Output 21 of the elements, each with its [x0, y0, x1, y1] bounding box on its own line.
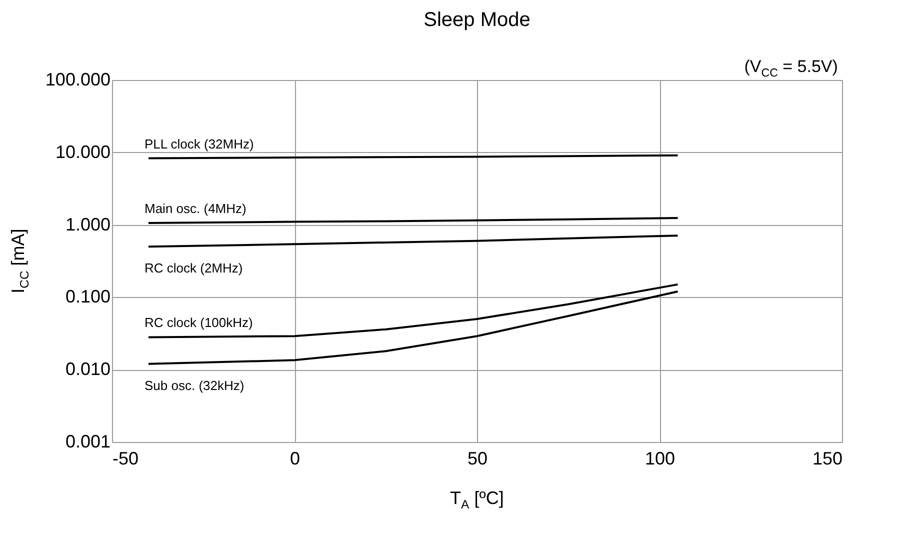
x-tick-label: 100 [644, 448, 676, 468]
series-label: RC clock (100kHz) [144, 315, 253, 330]
series-label: RC clock (2MHz) [144, 260, 243, 276]
y-tick-label: 10.000 [55, 142, 110, 162]
y-tick-label: 0.100 [65, 286, 110, 307]
series-label: PLL clock (32MHz) [144, 136, 254, 152]
line-series [148, 234, 679, 248]
y-tick-label: 0.010 [65, 359, 110, 380]
x-tick-label: 50 [467, 448, 488, 468]
y-tick-label: 0.001 [65, 432, 110, 452]
chart-title: Sleep Mode [424, 9, 530, 31]
line-series [148, 283, 679, 338]
x-tick-label: -50 [112, 448, 139, 468]
y-axis-title: ICC [mA] [8, 228, 32, 294]
y-tick-label: 1.000 [65, 214, 110, 234]
x-tick-label: 150 [812, 448, 842, 468]
x-tick-label: 0 [290, 448, 300, 468]
series-label: Sub osc. (32kHz) [144, 378, 244, 393]
series-label: Main osc. (4MHz) [144, 200, 246, 216]
y-tick-label: 100.000 [45, 70, 110, 90]
line-series [148, 290, 679, 365]
